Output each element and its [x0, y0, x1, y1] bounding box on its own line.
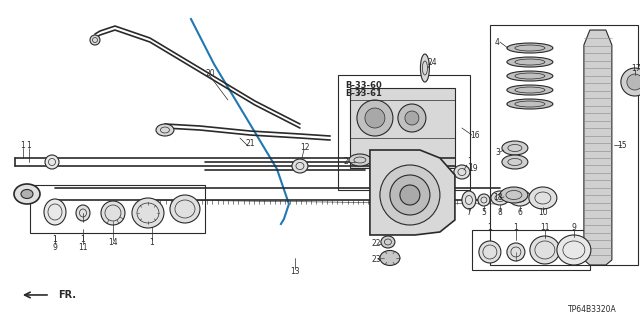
Text: 9: 9: [572, 224, 576, 233]
Ellipse shape: [462, 191, 476, 209]
Ellipse shape: [14, 184, 40, 204]
Polygon shape: [370, 150, 455, 235]
Ellipse shape: [557, 235, 591, 265]
Text: 3: 3: [495, 147, 500, 157]
Text: 1: 1: [81, 235, 85, 244]
Ellipse shape: [507, 243, 525, 261]
Circle shape: [621, 68, 640, 96]
Ellipse shape: [507, 57, 553, 67]
Circle shape: [390, 175, 430, 215]
Text: 9: 9: [52, 243, 58, 252]
Bar: [30, 185, 205, 233]
Text: 1: 1: [52, 235, 58, 244]
Text: 15: 15: [617, 140, 627, 150]
Text: 24: 24: [427, 57, 436, 67]
Text: 1: 1: [27, 140, 31, 150]
Text: 14: 14: [108, 239, 118, 248]
Text: 21: 21: [245, 138, 255, 147]
Text: TP64B3320A: TP64B3320A: [568, 306, 616, 315]
Ellipse shape: [76, 205, 90, 221]
Text: 5: 5: [481, 209, 486, 218]
Ellipse shape: [45, 155, 59, 169]
Ellipse shape: [529, 187, 557, 209]
Ellipse shape: [349, 154, 371, 166]
Text: 1: 1: [488, 224, 492, 233]
Text: 6: 6: [518, 209, 522, 218]
Text: B-33-60: B-33-60: [345, 80, 381, 90]
Ellipse shape: [132, 198, 164, 228]
Bar: [338, 75, 470, 190]
Ellipse shape: [507, 71, 553, 81]
Ellipse shape: [491, 191, 509, 205]
Text: FR.: FR.: [58, 290, 76, 300]
Bar: [350, 88, 455, 168]
Circle shape: [400, 185, 420, 205]
Text: 18: 18: [493, 194, 502, 203]
Text: 19: 19: [468, 165, 477, 174]
Text: B-33-61: B-33-61: [345, 88, 382, 98]
Text: 12: 12: [300, 143, 310, 152]
Text: 10: 10: [538, 209, 548, 218]
Ellipse shape: [420, 54, 429, 82]
Text: 13: 13: [290, 267, 300, 277]
Ellipse shape: [381, 236, 395, 248]
Ellipse shape: [454, 165, 470, 179]
Circle shape: [405, 111, 419, 125]
Ellipse shape: [507, 85, 553, 95]
Circle shape: [357, 100, 393, 136]
Circle shape: [627, 74, 640, 90]
Ellipse shape: [21, 189, 33, 198]
Ellipse shape: [292, 159, 308, 173]
Ellipse shape: [156, 124, 174, 136]
Circle shape: [90, 35, 100, 45]
Bar: [472, 230, 590, 270]
Circle shape: [380, 165, 440, 225]
Ellipse shape: [479, 241, 501, 263]
Bar: [490, 25, 638, 265]
Text: 11: 11: [540, 224, 550, 233]
Ellipse shape: [478, 194, 490, 206]
Ellipse shape: [500, 187, 528, 203]
Text: 2: 2: [343, 158, 348, 167]
Ellipse shape: [507, 43, 553, 53]
Circle shape: [365, 108, 385, 128]
Text: 17: 17: [631, 63, 640, 72]
Circle shape: [398, 104, 426, 132]
Ellipse shape: [101, 201, 125, 225]
Ellipse shape: [530, 236, 560, 264]
Ellipse shape: [380, 250, 400, 265]
Text: 7: 7: [467, 209, 471, 218]
Ellipse shape: [379, 158, 401, 168]
Ellipse shape: [502, 141, 528, 155]
Text: 1: 1: [20, 140, 26, 150]
Text: 22: 22: [371, 240, 381, 249]
Text: 8: 8: [497, 209, 502, 218]
Ellipse shape: [170, 195, 200, 223]
Text: 23: 23: [371, 256, 381, 264]
Ellipse shape: [502, 155, 528, 169]
Polygon shape: [584, 30, 612, 265]
Text: 20: 20: [205, 69, 215, 78]
Ellipse shape: [44, 199, 66, 225]
Text: 4: 4: [495, 38, 499, 47]
Ellipse shape: [507, 99, 553, 109]
Text: 16: 16: [470, 130, 480, 139]
Text: 1: 1: [468, 158, 472, 167]
Text: 1: 1: [513, 224, 518, 233]
Ellipse shape: [509, 190, 531, 206]
Text: 1: 1: [150, 239, 154, 248]
Text: 11: 11: [78, 243, 88, 252]
